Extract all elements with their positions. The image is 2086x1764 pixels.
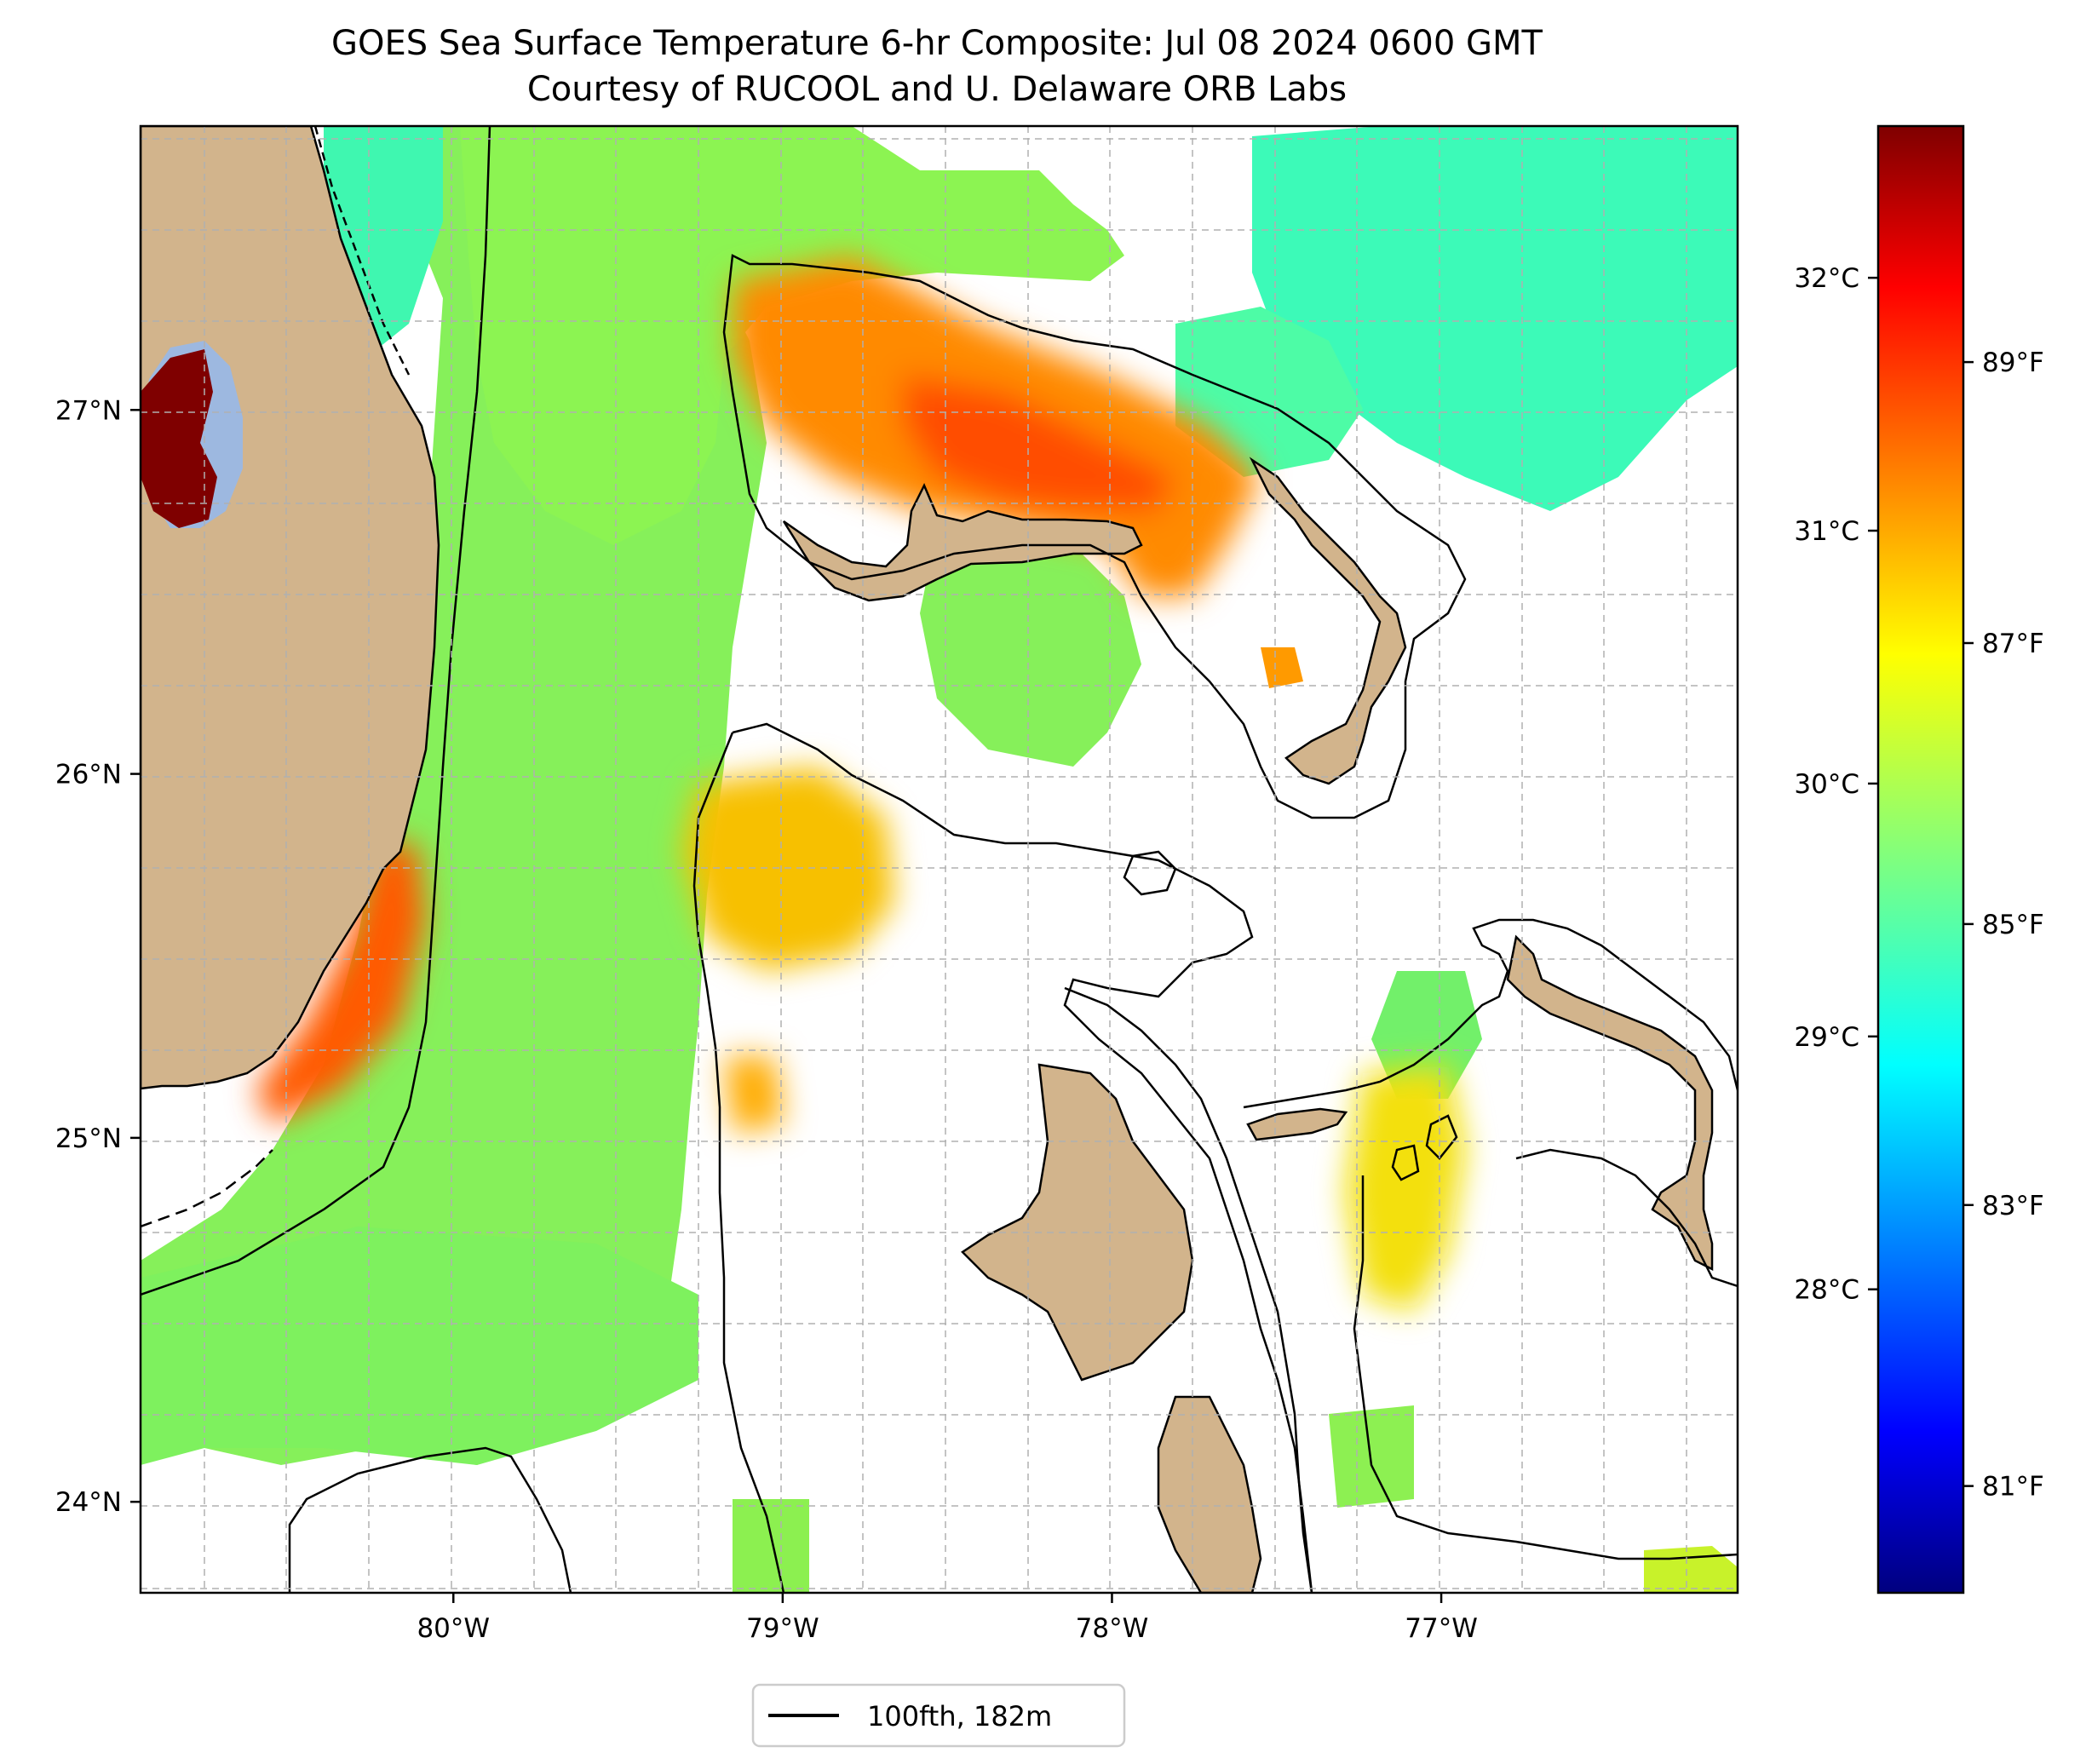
isobath-cay-sal — [692, 732, 785, 1593]
isobath-berry-islands — [1123, 850, 1177, 896]
colorbar-celsius-axis: 28°C 29°C 30°C 31°C 32°C — [1794, 263, 1878, 1306]
lat-tick-label: 27°N — [55, 395, 122, 426]
isobath-florida-edge — [141, 126, 491, 1296]
sst-region-south-patch — [733, 1499, 809, 1593]
lon-tick-label: 77°W — [1405, 1613, 1478, 1644]
land-abaco — [1249, 457, 1407, 785]
colorbar-celsius-label: 30°C — [1794, 769, 1859, 800]
sst-warm-abaco-spots — [1261, 647, 1303, 688]
lat-tick-label: 24°N — [55, 1487, 122, 1518]
lat-tick-label: 25°N — [55, 1123, 122, 1154]
sst-hot-little-bahama-bank — [903, 375, 1175, 511]
isobath-florida-keys-reef — [141, 1149, 273, 1228]
lake-okeechobee-hot-pixels — [141, 349, 217, 528]
land-andros — [961, 1063, 1194, 1382]
lon-tick-label: 80°W — [417, 1613, 490, 1644]
map-title: GOES Sea Surface Temperature 6-hr Compos… — [331, 24, 1543, 63]
colorbar-celsius-label: 31°C — [1794, 516, 1859, 547]
land-new-providence — [1246, 1107, 1348, 1141]
isobath-tongue-of-ocean — [1064, 986, 1313, 1593]
sst-warm-cay-sal — [724, 1056, 784, 1133]
gridlines — [141, 126, 1738, 1593]
land-eleuthera — [1506, 934, 1714, 1272]
isobath-exuma-cay-1 — [1425, 1114, 1458, 1160]
land-andros-south — [1157, 1395, 1262, 1593]
land-grand-bahama — [782, 483, 1143, 602]
isobath-great-bahama-bank — [732, 722, 1313, 1593]
isobath-cay-sal-south — [288, 1446, 572, 1593]
sst-region-east-green — [1371, 971, 1482, 1099]
sst-warm-exuma-sound — [1346, 1065, 1465, 1312]
map-subtitle: Courtesy of RUCOOL and U. Delaware ORB L… — [527, 70, 1347, 109]
isobath-florida-coast-north — [313, 126, 411, 376]
colorbar-celsius-label: 32°C — [1794, 263, 1859, 294]
isobath-exuma-sound — [1243, 918, 1738, 1109]
sst-region-north-central — [460, 126, 1124, 545]
legend-box — [751, 1683, 1126, 1748]
colorbar-celsius-label: 29°C — [1794, 1022, 1859, 1053]
sst-region-south — [141, 1227, 698, 1465]
isobath-exuma-sound-south — [1353, 1175, 1738, 1560]
isobath-100fth — [141, 126, 1738, 1593]
colorbar-fahrenheit-label: 85°F — [1982, 910, 2044, 940]
isobath-exuma-cay-2 — [1391, 1144, 1420, 1181]
sst-region-northeast-cyan — [1252, 126, 1738, 511]
sst-field — [141, 126, 1738, 1593]
lon-tick-label: 79°W — [746, 1613, 819, 1644]
colorbar-celsius-label: 28°C — [1794, 1275, 1859, 1306]
colorbar-fahrenheit-label: 87°F — [1982, 629, 2044, 659]
sst-warm-bimini — [681, 767, 894, 971]
latitude-axis: 24°N 25°N 26°N 27°N — [55, 395, 141, 1518]
colorbar-fahrenheit-label: 89°F — [1982, 348, 2044, 378]
lat-tick-label: 26°N — [55, 760, 122, 790]
lon-tick-label: 78°W — [1076, 1613, 1149, 1644]
longitude-axis: 80°W 79°W 78°W 77°W — [417, 1593, 1478, 1644]
colorbar-fahrenheit-axis: 81°F 83°F 85°F 87°F 89°F — [1963, 348, 2044, 1503]
sst-hot-florida-keys — [256, 843, 426, 1124]
legend: 100fth, 182m — [751, 1683, 1126, 1748]
sst-region-central-green — [920, 528, 1141, 767]
colorbar: 28°C 29°C 30°C 31°C 32°C 81°F 83°F 85°F 87°F 89°… — [1794, 124, 2044, 1594]
legend-label-isobath: 100fth, 182m — [867, 1700, 1052, 1732]
colorbar-gradient — [1876, 124, 1965, 1594]
map-panel — [141, 126, 1738, 1593]
colorbar-fahrenheit-label: 83°F — [1982, 1191, 2044, 1221]
colorbar-fahrenheit-label: 81°F — [1982, 1472, 2044, 1503]
isobath-little-bahama-bank — [722, 254, 1467, 819]
map-frame — [139, 124, 1739, 1594]
isobath-eleuthera-inner — [1515, 1148, 1738, 1288]
